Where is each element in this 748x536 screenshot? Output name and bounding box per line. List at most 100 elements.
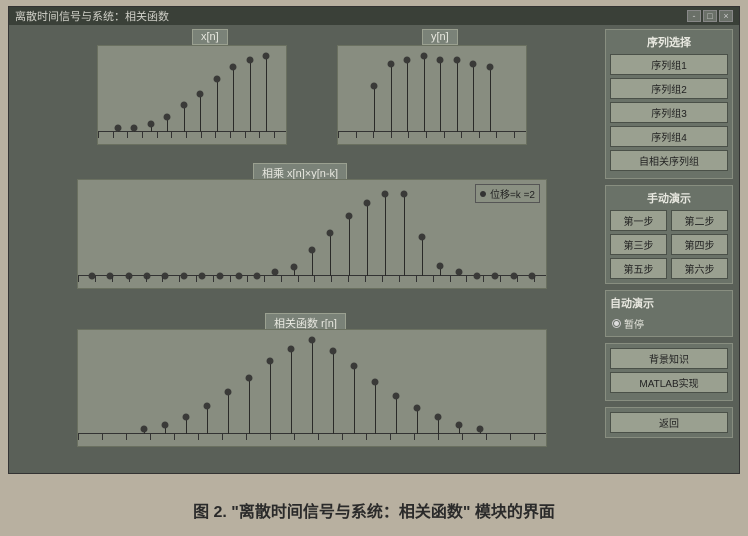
stem-line [207, 406, 208, 434]
seq-btn-1[interactable]: 序列组1 [610, 54, 728, 75]
axis-tick [314, 276, 315, 282]
stem-dot [147, 121, 154, 128]
stem-dot [420, 53, 427, 60]
stem-dot [455, 268, 462, 275]
axis-tick [416, 276, 417, 282]
step-btn-4[interactable]: 第四步 [671, 234, 728, 255]
axis-tick [246, 434, 247, 440]
stem-line [249, 378, 250, 434]
axis-tick [264, 276, 265, 282]
panel-back: 返回 [605, 407, 733, 438]
axis-tick [162, 276, 163, 282]
stem-dot [230, 64, 237, 71]
stem-dot [327, 230, 334, 237]
stem-dot [414, 404, 421, 411]
stem-dot [263, 53, 270, 60]
axis-tick [338, 132, 339, 138]
axis-tick [483, 276, 484, 282]
maximize-button[interactable]: □ [703, 10, 717, 22]
stem-line [417, 408, 418, 434]
panel-auto-title: 自动演示 [610, 295, 728, 311]
stem-dot [246, 56, 253, 63]
seq-btn-3[interactable]: 序列组3 [610, 102, 728, 123]
stem-dot [393, 393, 400, 400]
step-btn-2[interactable]: 第二步 [671, 210, 728, 231]
step-btn-1[interactable]: 第一步 [610, 210, 667, 231]
axis-tick [230, 276, 231, 282]
axis-tick [196, 276, 197, 282]
stem-dot [180, 102, 187, 109]
stem-dot [131, 125, 138, 132]
axis-tick [112, 276, 113, 282]
stem-line [250, 60, 251, 132]
step-btn-6[interactable]: 第六步 [671, 258, 728, 279]
stem-dot [364, 199, 371, 206]
axis-tick [294, 434, 295, 440]
stem-line [375, 382, 376, 434]
stem-dot [141, 426, 148, 433]
axis-tick [450, 276, 451, 282]
axis-tick [496, 132, 497, 138]
stem-dot [372, 379, 379, 386]
step-btn-5[interactable]: 第五步 [610, 258, 667, 279]
axis-tick [102, 434, 103, 440]
main-area: x[n] y[n] 相乘 x[n]×y[n-k] [9, 25, 739, 475]
stem-dot [382, 191, 389, 198]
pause-radio-icon[interactable] [612, 319, 621, 328]
pause-radio-row[interactable]: 暂停 [610, 315, 728, 332]
stem-line [385, 194, 386, 276]
close-button[interactable]: × [719, 10, 733, 22]
stem-line [473, 64, 474, 132]
stem-dot [115, 125, 122, 132]
stem-dot [267, 357, 274, 364]
stem-line [349, 216, 350, 276]
stem-line [217, 79, 218, 132]
plot-xn-label-wrap: x[n] [192, 29, 228, 45]
stem-dot [474, 273, 481, 280]
window-title: 离散时间信号与系统：相关函数 [15, 8, 169, 24]
plot-yn-stems [344, 52, 520, 132]
axis-tick [382, 276, 383, 282]
axis-tick [129, 276, 130, 282]
stem-dot [492, 273, 499, 280]
axis-tick [230, 132, 231, 138]
stem-dot [453, 56, 460, 63]
seq-btn-2[interactable]: 序列组2 [610, 78, 728, 99]
step-btn-3[interactable]: 第三步 [610, 234, 667, 255]
axis-tick [426, 132, 427, 138]
stem-dot [477, 426, 484, 433]
titlebar: 离散时间信号与系统：相关函数 - □ × [9, 7, 739, 25]
stem-line [312, 250, 313, 276]
stem-dot [204, 402, 211, 409]
bg-knowledge-button[interactable]: 背景知识 [610, 348, 728, 369]
stem-dot [225, 388, 232, 395]
seq-btn-auto[interactable]: 自相关序列组 [610, 150, 728, 171]
plot-yn-label: y[n] [422, 29, 458, 45]
axis-tick [438, 434, 439, 440]
seq-btn-4[interactable]: 序列组4 [610, 126, 728, 147]
plot-xn-stems [104, 52, 280, 132]
stem-dot [246, 374, 253, 381]
stem-dot [371, 83, 378, 90]
plot-product: 位移=k =2 [77, 179, 547, 289]
stem-line [374, 86, 375, 132]
stem-line [330, 233, 331, 276]
stem-dot [351, 363, 358, 370]
panel-auto: 自动演示 暂停 [605, 290, 733, 337]
stem-line [367, 203, 368, 276]
axis-tick [331, 276, 332, 282]
stem-dot [456, 421, 463, 428]
minimize-button[interactable]: - [687, 10, 701, 22]
axis-tick [500, 276, 501, 282]
axis-tick [391, 132, 392, 138]
axis-tick [113, 132, 114, 138]
stem-dot [330, 348, 337, 355]
plot-yn [337, 45, 527, 145]
stem-dot [217, 273, 224, 280]
axis-tick [444, 132, 445, 138]
back-button[interactable]: 返回 [610, 412, 728, 433]
plot-xn-label: x[n] [192, 29, 228, 45]
axis-tick [222, 434, 223, 440]
axis-tick [462, 434, 463, 440]
matlab-impl-button[interactable]: MATLAB实现 [610, 372, 728, 393]
